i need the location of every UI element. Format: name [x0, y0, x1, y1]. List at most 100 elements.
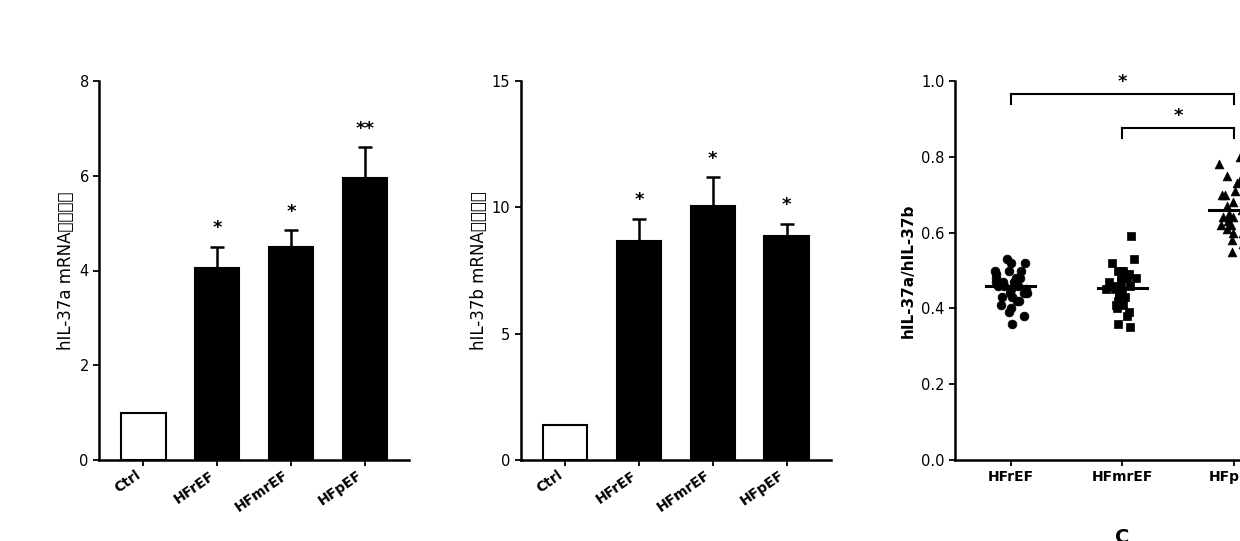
Bar [543, 425, 588, 460]
Point [1017, 289, 1037, 298]
Point [1099, 278, 1118, 286]
Point [999, 308, 1019, 316]
Point [1110, 293, 1130, 301]
Point [1233, 206, 1240, 214]
Point [999, 289, 1019, 298]
Point [1109, 296, 1128, 305]
Y-axis label: hIL-37a mRNA相对表达: hIL-37a mRNA相对表达 [57, 192, 76, 349]
Text: *: * [212, 219, 222, 237]
Text: **: ** [356, 120, 374, 138]
Point [1218, 171, 1238, 180]
Bar [195, 268, 239, 460]
Point [1223, 247, 1240, 256]
Point [1121, 232, 1141, 241]
Point [1002, 319, 1022, 328]
Point [1110, 296, 1130, 305]
Point [1215, 190, 1235, 199]
Point [1118, 270, 1138, 279]
Point [1120, 308, 1140, 316]
Point [1120, 281, 1140, 290]
Point [1009, 296, 1029, 305]
Point [1117, 312, 1137, 320]
Point [1014, 312, 1034, 320]
Point [1236, 183, 1240, 192]
Point [1112, 289, 1132, 298]
Point [1115, 293, 1135, 301]
Point [1218, 225, 1238, 233]
Point [997, 255, 1017, 263]
Text: *: * [781, 196, 791, 214]
Point [1211, 221, 1231, 229]
Point [1016, 285, 1035, 294]
Point [1111, 274, 1131, 282]
Bar [122, 413, 166, 460]
Point [1235, 217, 1240, 226]
Point [1223, 228, 1240, 237]
Point [1121, 323, 1141, 332]
Point [986, 270, 1006, 279]
Point [1004, 278, 1024, 286]
Point [1001, 285, 1021, 294]
Point [1230, 175, 1240, 184]
Point [1228, 179, 1240, 188]
Point [1233, 240, 1240, 248]
Point [1111, 266, 1131, 275]
Point [1223, 213, 1240, 222]
Point [1114, 266, 1133, 275]
Point [1234, 194, 1240, 203]
Point [1213, 213, 1233, 222]
Point [1111, 278, 1131, 286]
Point [992, 293, 1012, 301]
Point [1219, 209, 1239, 218]
Point [1221, 221, 1240, 229]
Point [1011, 266, 1030, 275]
Point [1001, 259, 1021, 267]
Point [1235, 209, 1240, 218]
Point [1114, 300, 1133, 309]
Bar [691, 206, 735, 460]
Point [1101, 259, 1121, 267]
Point [1016, 259, 1035, 267]
Point [1224, 198, 1240, 207]
Point [1106, 300, 1126, 309]
Point [985, 266, 1004, 275]
Bar [342, 178, 387, 460]
Point [1211, 190, 1231, 199]
Point [1014, 289, 1034, 298]
Point [993, 278, 1013, 286]
Point [988, 281, 1008, 290]
Text: *: * [1117, 72, 1127, 91]
Point [1117, 274, 1137, 282]
Point [1234, 228, 1240, 237]
Point [1007, 274, 1027, 282]
Point [987, 278, 1007, 286]
Point [1107, 319, 1127, 328]
Point [1110, 289, 1130, 298]
Point [1123, 255, 1143, 263]
Point [1218, 217, 1238, 226]
Point [986, 274, 1006, 282]
Text: *: * [634, 192, 644, 209]
Point [1107, 304, 1127, 313]
Text: C: C [1115, 528, 1130, 541]
Bar [764, 236, 808, 460]
Point [1209, 160, 1229, 169]
Point [993, 281, 1013, 290]
Point [1002, 304, 1022, 313]
Point [1105, 285, 1125, 294]
Point [1110, 281, 1130, 290]
Point [1002, 293, 1022, 301]
Point [1011, 274, 1030, 282]
Text: *: * [1173, 107, 1183, 125]
Point [1126, 274, 1146, 282]
Bar [269, 247, 314, 460]
Point [1007, 296, 1027, 305]
Y-axis label: hIL-37a/hIL-37b: hIL-37a/hIL-37b [900, 203, 915, 338]
Text: *: * [708, 150, 718, 168]
Point [1218, 202, 1238, 210]
Point [998, 266, 1018, 275]
Point [1225, 187, 1240, 195]
Bar [616, 241, 661, 460]
Point [1096, 285, 1116, 294]
Point [1107, 266, 1127, 275]
